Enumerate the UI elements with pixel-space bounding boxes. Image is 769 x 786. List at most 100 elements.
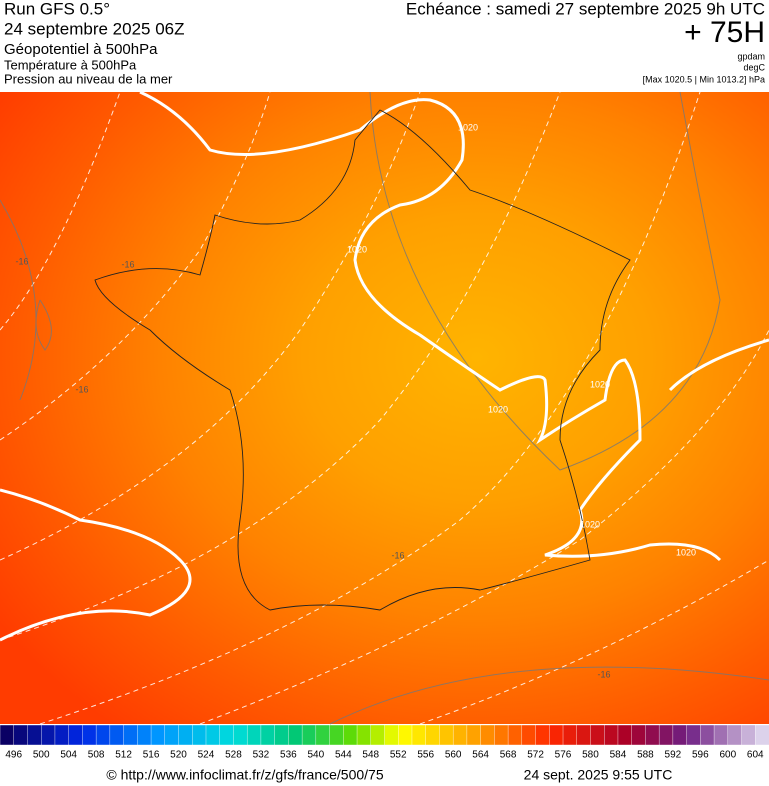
colorbar-swatch	[219, 724, 235, 746]
colorbar-label: 588	[637, 750, 654, 761]
colorbar-swatch	[411, 724, 427, 746]
colorbar-label: 556	[417, 750, 434, 761]
colorbar-label: 536	[280, 750, 297, 761]
contour-label: -16	[121, 259, 134, 269]
colorbar-label: 596	[692, 750, 709, 761]
field-pressure: Pression au niveau de la mer	[4, 71, 173, 86]
colorbar-swatch	[727, 724, 743, 746]
contour-label: 1020	[580, 519, 600, 529]
contour-label: -16	[597, 669, 610, 679]
map	[0, 90, 769, 725]
colorbar-swatch	[384, 724, 399, 746]
colorbar-label: 500	[33, 750, 50, 761]
colorbar-swatch	[700, 724, 715, 746]
colorbar-label: 572	[527, 750, 544, 761]
lead-time: + 75H	[684, 16, 765, 49]
colorbar-swatch	[329, 724, 345, 746]
colorbar-swatch	[13, 724, 29, 746]
colorbar-label: 548	[362, 750, 379, 761]
forecast-time: Echéance : samedi 27 septembre 2025 9h U…	[406, 0, 765, 18]
colorbar-swatch	[507, 724, 523, 746]
colorbar-swatch	[480, 724, 496, 746]
colorbar-label: 584	[610, 750, 627, 761]
temperature-field	[0, 92, 769, 724]
contour-labels: 1020 1020 1020 1020 1020 1020 -16 -16 -16 -16 -16	[15, 122, 696, 679]
colorbar-swatch	[672, 724, 688, 746]
colorbar-swatch	[192, 724, 207, 746]
colorbar-swatch	[658, 724, 674, 746]
colorbar-swatch	[301, 724, 317, 746]
colorbar-swatch	[109, 724, 125, 746]
france-outline	[94, 109, 631, 611]
colorbar-label: 508	[88, 750, 105, 761]
contour-label: 1020	[590, 379, 610, 389]
colorbar-swatch	[521, 724, 537, 746]
pressure-range: [Max 1020.5 | Min 1013.2] hPa	[643, 74, 765, 84]
colorbar-swatch	[164, 724, 180, 746]
colorbar-swatch	[590, 724, 605, 746]
colorbar-label: 592	[665, 750, 682, 761]
colorbar-label: 520	[170, 750, 187, 761]
unit-gpdam: gpdam	[737, 51, 765, 61]
colorbar-label: 600	[719, 750, 736, 761]
colorbar-swatch	[123, 724, 139, 746]
colorbar-label: 540	[307, 750, 324, 761]
contour-label: -16	[75, 384, 88, 394]
colorbar-label: 564	[472, 750, 489, 761]
colorbar-swatch	[68, 724, 84, 746]
contour-label: 1020	[676, 547, 696, 557]
colorbar: 496 500 504 508 512 516 520 524 528 532 536 540 544 5…	[0, 724, 769, 761]
colorbar-swatch	[178, 724, 193, 746]
colorbar-swatch	[54, 724, 70, 746]
colorbar-label: 604	[747, 750, 764, 761]
colorbar-swatch	[27, 724, 42, 746]
colorbar-swatch	[82, 724, 97, 746]
temperature-contours	[0, 91, 769, 725]
colorbar-swatch	[150, 724, 166, 746]
contour-label: 1020	[488, 404, 508, 414]
colorbar-swatch	[741, 724, 756, 746]
colorbar-swatch	[494, 724, 509, 746]
timestamp: 24 sept. 2025 9:55 UTC	[524, 767, 673, 783]
source-url: © http://www.infoclimat.fr/z/gfs/france/…	[106, 767, 383, 783]
colorbar-swatch	[0, 724, 15, 746]
colorbar-swatch	[617, 724, 633, 746]
colorbar-swatch	[137, 724, 152, 746]
colorbar-label: 568	[500, 750, 517, 761]
colorbar-swatch	[260, 724, 276, 746]
colorbar-label: 516	[143, 750, 160, 761]
contour-label: -16	[15, 256, 28, 266]
colorbar-swatch	[466, 724, 482, 746]
colorbar-swatch	[315, 724, 331, 746]
colorbar-label: 524	[198, 750, 215, 761]
colorbar-label: 504	[60, 750, 77, 761]
colorbar-swatch	[755, 724, 769, 746]
colorbar-swatch	[356, 724, 372, 746]
colorbar-label: 552	[390, 750, 407, 761]
colorbar-swatch	[713, 724, 729, 746]
colorbar-label: 496	[5, 750, 22, 761]
colorbar-swatch	[288, 724, 303, 746]
colorbar-swatch	[562, 724, 578, 746]
run-date: 24 septembre 2025 06Z	[4, 19, 185, 38]
colorbar-swatch	[425, 724, 441, 746]
colorbar-label: 560	[445, 750, 462, 761]
colorbar-swatch	[452, 724, 468, 746]
colorbar-label: 532	[253, 750, 270, 761]
colorbar-swatch	[343, 724, 358, 746]
colorbar-label: 576	[555, 750, 572, 761]
colorbar-swatch	[576, 724, 592, 746]
colorbar-swatch	[95, 724, 111, 746]
contour-label: 1020	[347, 244, 367, 254]
colorbar-swatch	[205, 724, 221, 746]
colorbar-swatch	[439, 724, 454, 746]
colorbar-swatch	[535, 724, 550, 746]
field-temperature: Température à 500hPa	[4, 57, 137, 72]
colorbar-swatch	[604, 724, 619, 746]
colorbar-label: 528	[225, 750, 242, 761]
colorbar-swatch	[246, 724, 262, 746]
colorbar-label: 544	[335, 750, 352, 761]
field-geopotential: Géopotentiel à 500hPa	[4, 41, 158, 58]
contour-label: -16	[391, 550, 404, 560]
